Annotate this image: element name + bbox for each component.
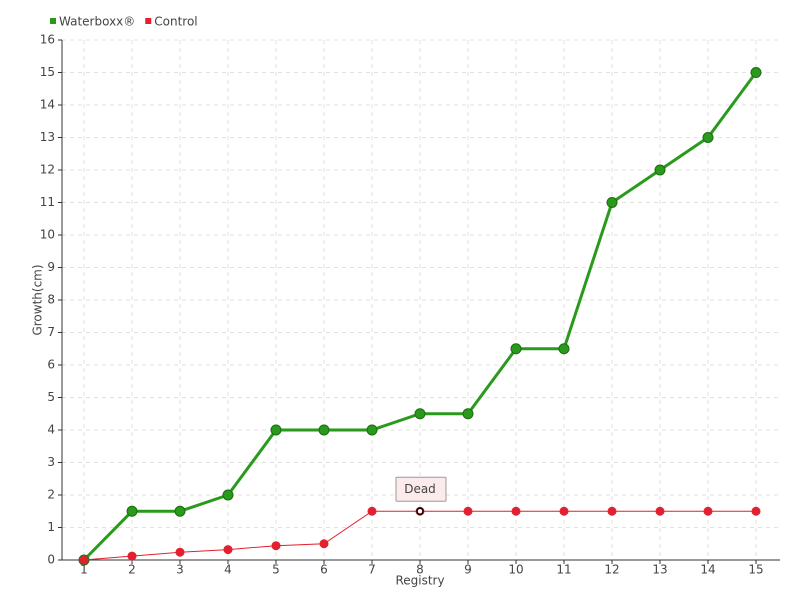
y-tick-label: 11: [40, 195, 55, 209]
data-point: [175, 547, 185, 557]
data-point: [319, 539, 329, 549]
y-tick-label: 12: [40, 163, 55, 177]
data-point: [126, 505, 138, 517]
x-tick-label: 7: [368, 563, 376, 577]
y-tick-label: 7: [47, 325, 55, 339]
y-axis-label: Growth(cm): [31, 264, 45, 335]
annotation-marker: [416, 507, 424, 515]
data-point: [606, 197, 618, 208]
data-point: [607, 506, 617, 516]
data-point: [222, 489, 234, 501]
data-point: [127, 551, 137, 561]
legend-label: Control: [154, 15, 197, 29]
y-tick-label: 3: [47, 455, 55, 469]
annotation-text: Dead: [404, 482, 436, 496]
y-tick-label: 2: [47, 488, 55, 502]
legend-swatch: [50, 18, 56, 24]
legend-label: Waterboxx®: [59, 15, 135, 29]
y-tick-label: 1: [47, 520, 55, 534]
x-tick-label: 4: [224, 563, 232, 577]
x-tick-label: 1: [80, 563, 88, 577]
annotation-box: [395, 476, 447, 502]
data-point: [223, 545, 233, 555]
data-point: [318, 424, 330, 436]
x-tick-label: 3: [176, 563, 184, 577]
y-tick-label: 15: [40, 65, 55, 79]
data-point: [510, 343, 522, 355]
x-axis-label: Registry: [395, 574, 444, 588]
data-point: [271, 541, 281, 551]
data-point: [463, 506, 473, 516]
y-tick-label: 0: [47, 553, 55, 567]
data-point: [366, 424, 378, 436]
x-tick-label: 13: [652, 563, 667, 577]
y-tick-label: 14: [40, 98, 55, 112]
data-point: [511, 506, 521, 516]
x-tick-label: 5: [272, 563, 280, 577]
legend-swatch: [145, 18, 152, 24]
data-point: [462, 408, 474, 420]
x-tick-label: 11: [556, 563, 571, 577]
y-tick-label: 6: [47, 358, 55, 372]
y-tick-label: 16: [40, 33, 55, 47]
y-tick-label: 9: [47, 260, 55, 274]
x-tick-label: 8: [416, 563, 424, 577]
x-tick-label: 9: [464, 563, 472, 577]
data-point: [559, 506, 569, 516]
data-point: [174, 505, 186, 517]
data-point: [750, 67, 762, 78]
data-point: [654, 164, 666, 176]
y-tick-label: 5: [47, 390, 55, 404]
data-point: [79, 555, 89, 565]
y-tick-label: 10: [40, 228, 55, 242]
data-point: [655, 506, 665, 516]
data-point: [702, 132, 714, 143]
x-tick-label: 15: [748, 563, 763, 577]
x-tick-label: 2: [128, 563, 136, 577]
x-tick-label: 6: [320, 563, 328, 577]
data-point: [751, 506, 761, 516]
x-tick-label: 14: [700, 563, 715, 577]
data-point: [367, 506, 377, 516]
x-tick-label: 10: [508, 563, 523, 577]
x-tick-label: 12: [604, 563, 619, 577]
data-point: [558, 343, 570, 355]
data-point: [270, 424, 282, 436]
data-point: [414, 408, 426, 420]
y-tick-label: 4: [47, 423, 55, 437]
y-tick-label: 8: [47, 293, 55, 307]
data-point: [703, 506, 713, 516]
y-tick-label: 13: [40, 130, 55, 144]
